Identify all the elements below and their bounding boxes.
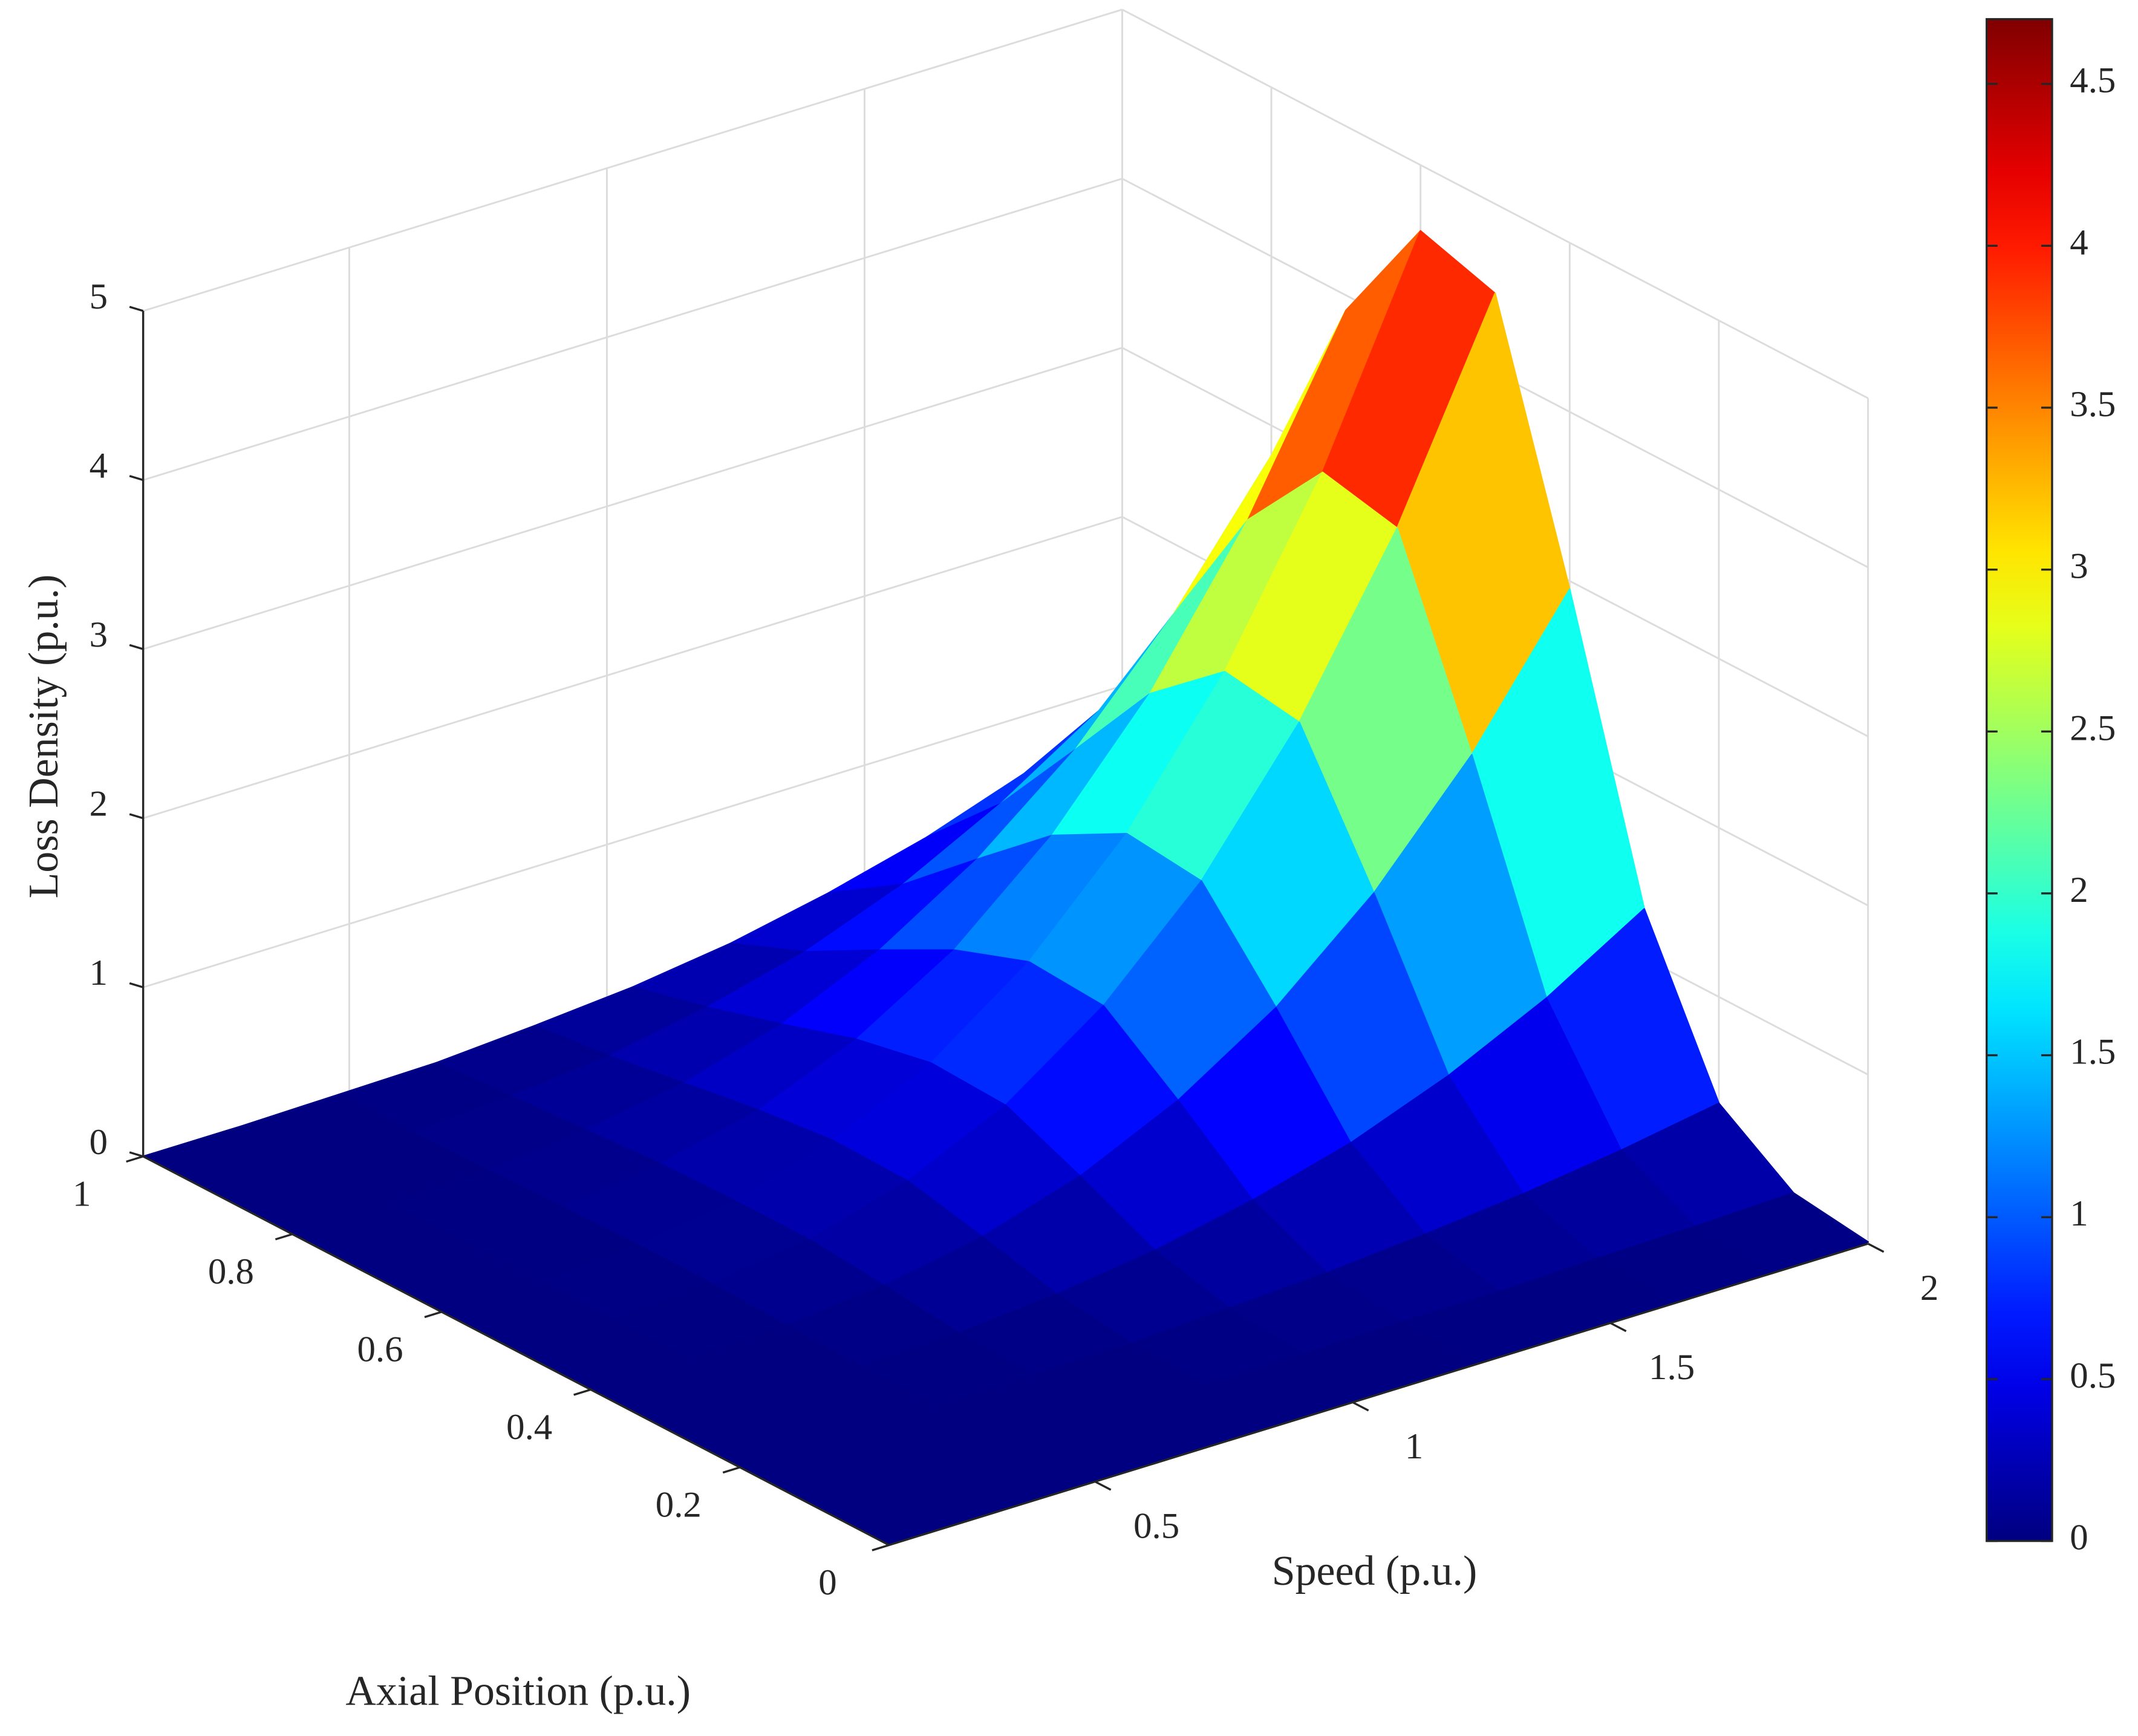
- colorbar-tick-label: 4.5: [2070, 60, 2116, 101]
- x-axis-label: Speed (p.u.): [1272, 1548, 1478, 1594]
- axes: [126, 305, 1885, 1552]
- grid-line: [143, 685, 1123, 988]
- z-tick-label: 3: [90, 615, 108, 655]
- colorbar-tick-label: 0.5: [2070, 1356, 2116, 1396]
- y-tick-label: 0.2: [656, 1484, 702, 1525]
- grid-line: [143, 8, 1123, 312]
- tick-mark: [1094, 1480, 1112, 1491]
- colorbar-tick-label: 2.5: [2070, 708, 2116, 748]
- z-tick-label: 1: [90, 953, 108, 993]
- tick-mark: [129, 475, 144, 481]
- x-axis: [888, 1242, 1869, 1546]
- x-tick-label: 1.5: [1649, 1347, 1695, 1388]
- y-axis: [142, 1155, 890, 1546]
- tick-mark: [424, 1311, 442, 1319]
- y-tick-label: 1: [73, 1173, 91, 1214]
- z-tick-label: 4: [90, 446, 108, 486]
- tick-mark: [129, 1151, 144, 1158]
- grid-line: [1121, 8, 1869, 399]
- y-tick-label: 0.8: [208, 1251, 254, 1292]
- y-tick-label: 0.6: [357, 1329, 403, 1369]
- surface: [142, 230, 1869, 1546]
- colorbar-tick-label: 3.5: [2070, 384, 2116, 425]
- tick-mark: [1352, 1401, 1369, 1412]
- tick-mark: [129, 644, 144, 650]
- tick-mark: [722, 1466, 740, 1474]
- colorbar: [1986, 18, 2053, 1542]
- grid-line: [143, 516, 1123, 820]
- y-tick-label: 0.4: [506, 1407, 552, 1447]
- y-tick-label: 0: [818, 1562, 836, 1603]
- x-tick-label: 0.5: [1133, 1506, 1179, 1546]
- tick-mark: [126, 1155, 144, 1163]
- tick-mark: [1867, 1242, 1885, 1253]
- colorbar-tick-label: 0: [2070, 1518, 2088, 1558]
- tick-mark: [129, 305, 144, 312]
- tick-mark: [129, 982, 144, 988]
- grid-line: [143, 347, 1123, 650]
- tick-mark: [275, 1233, 293, 1241]
- grid-line: [143, 177, 1123, 481]
- x-tick-label: 2: [1920, 1268, 1938, 1308]
- tick-mark: [872, 1544, 890, 1552]
- colorbar-tick-label: 1: [2070, 1193, 2088, 1234]
- tick-mark: [1609, 1322, 1627, 1333]
- z-axis-label: Loss Density (p.u.): [21, 575, 67, 899]
- y-axis-label: Axial Position (p.u.): [345, 1668, 691, 1714]
- colorbar-tick-label: 3: [2070, 546, 2088, 587]
- colorbar-tick-label: 2: [2070, 870, 2088, 910]
- colorbar-tick-label: 4: [2070, 222, 2088, 263]
- x-tick-label: 1: [1405, 1426, 1423, 1467]
- z-tick-label: 2: [90, 784, 108, 824]
- tick-mark: [573, 1388, 592, 1396]
- tick-mark: [129, 813, 144, 820]
- z-tick-label: 0: [90, 1122, 108, 1163]
- colorbar-tick-label: 1.5: [2070, 1032, 2116, 1072]
- z-tick-label: 5: [90, 276, 108, 317]
